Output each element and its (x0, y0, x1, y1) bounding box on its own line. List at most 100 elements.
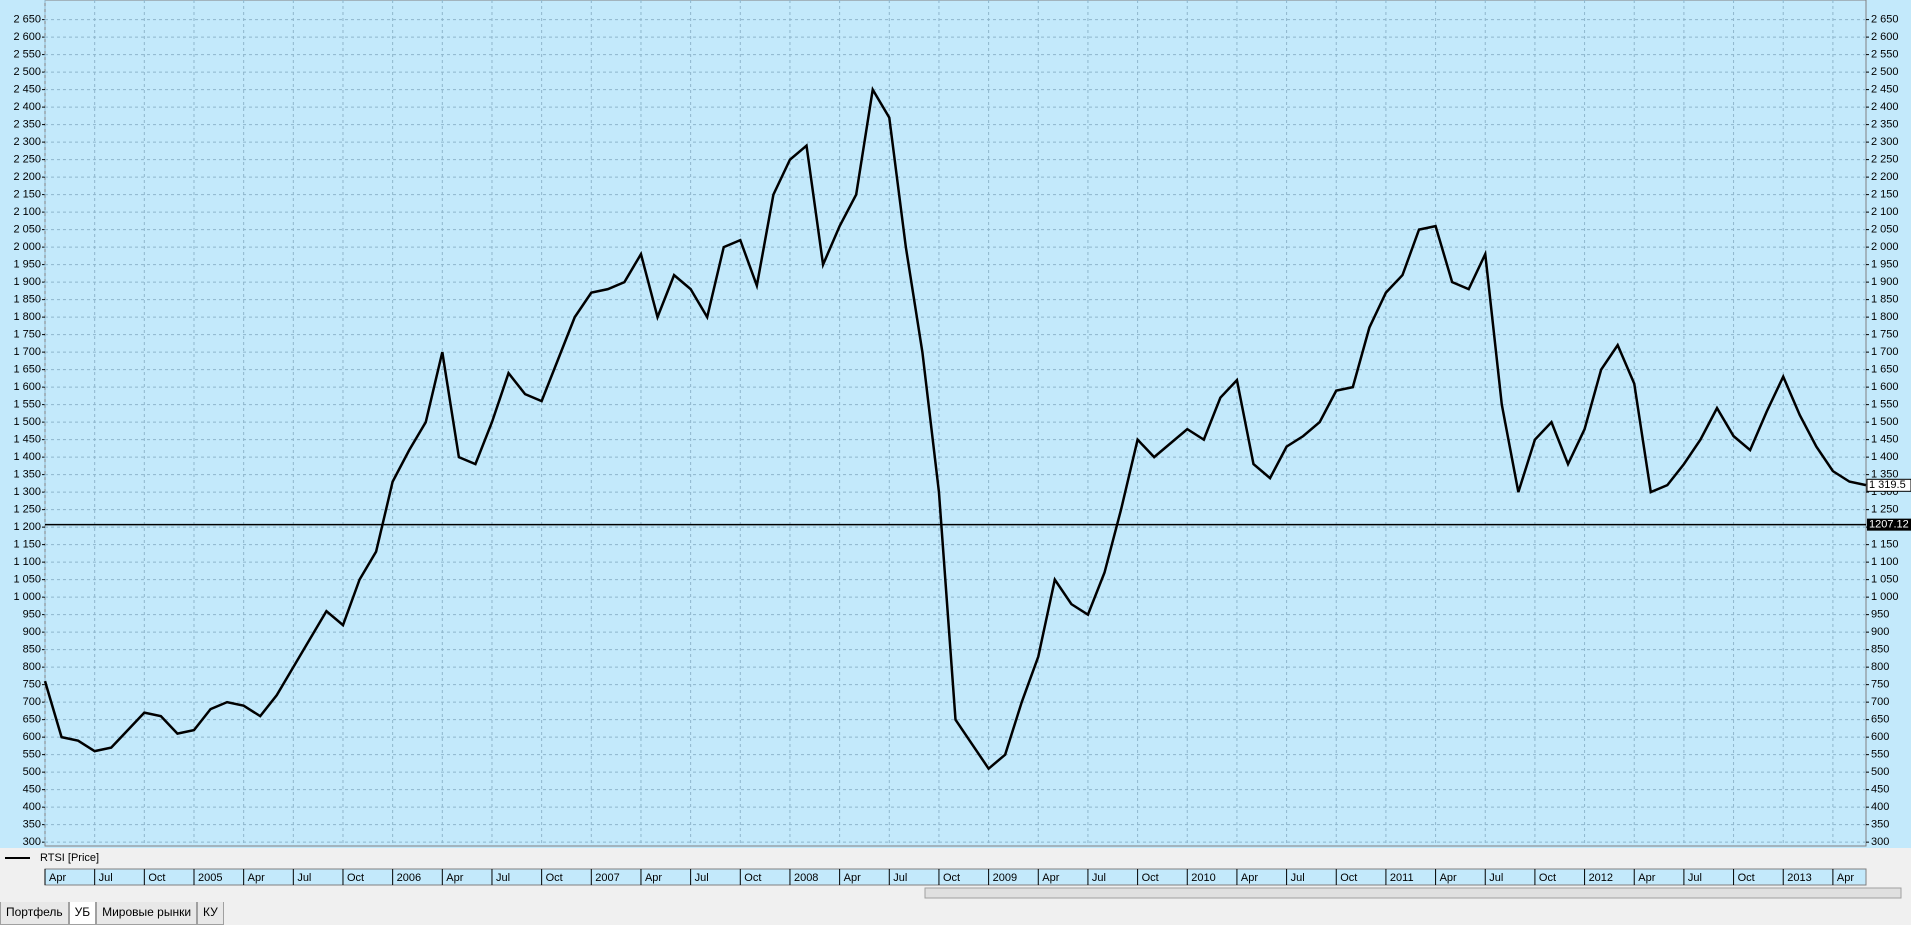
x-tick-label: Jul (297, 872, 311, 884)
scrollbar[interactable] (924, 887, 1902, 899)
y-tick-label: 1 050 (1871, 574, 1899, 586)
x-tick-label: Jul (1688, 872, 1702, 884)
y-tick-label: 1 600 (1871, 381, 1899, 393)
y-tick-label: 2 550 (1871, 49, 1899, 61)
y-tick-label: 1 500 (1871, 416, 1899, 428)
tab-bar: Портфель УБ Мировые рынки КУ (0, 902, 224, 925)
y-tick-label: 1 900 (1871, 276, 1899, 288)
x-tick-label: 2005 (198, 872, 222, 884)
y-tick-label: 1 650 (1871, 364, 1899, 376)
y-tick-label: 2 650 (13, 14, 41, 26)
y-tick-label: 650 (23, 714, 41, 726)
y-tick-label: 1 150 (1871, 539, 1899, 551)
x-tick-label: 2008 (794, 872, 818, 884)
y-tick-label: 2 100 (1871, 206, 1899, 218)
x-tick-label: Oct (1340, 872, 1357, 884)
y-tick-label: 1 500 (13, 416, 41, 428)
y-tick-label: 2 250 (1871, 154, 1899, 166)
x-tick-label: Apr (645, 872, 662, 884)
x-tick-label: 2010 (1191, 872, 1215, 884)
y-tick-label: 1 800 (1871, 311, 1899, 323)
x-tick-label: Jul (496, 872, 510, 884)
y-tick-label: 2 400 (1871, 101, 1899, 113)
y-tick-label: 1 350 (1871, 469, 1899, 481)
y-tick-label: 300 (23, 836, 41, 848)
y-tick-label: 1 250 (1871, 504, 1899, 516)
y-tick-label: 1 000 (1871, 591, 1899, 603)
y-tick-label: 950 (23, 609, 41, 621)
y-tick-label: 700 (23, 696, 41, 708)
x-tick-label: Apr (1241, 872, 1258, 884)
x-tick-label: Oct (546, 872, 563, 884)
y-tick-label: 750 (1871, 679, 1889, 691)
price-flag (1867, 518, 1911, 531)
y-tick-label: 2 300 (13, 136, 41, 148)
x-tick-label: 2013 (1787, 872, 1811, 884)
x-tick-label: Jul (1291, 872, 1305, 884)
y-tick-label: 2 100 (13, 206, 41, 218)
y-tick-label: 750 (23, 679, 41, 691)
y-tick-label: 450 (23, 784, 41, 796)
x-tick-label: Oct (1738, 872, 1755, 884)
y-tick-label: 600 (23, 731, 41, 743)
y-tick-label: 2 450 (1871, 84, 1899, 96)
y-tick-label: 1 350 (13, 469, 41, 481)
x-tick-label: 2012 (1589, 872, 1613, 884)
y-tick-label: 2 400 (13, 101, 41, 113)
y-tick-label: 300 (1871, 836, 1889, 848)
x-tick-label: 2006 (397, 872, 421, 884)
x-tick-label: Oct (1142, 872, 1159, 884)
y-tick-label: 1 700 (13, 346, 41, 358)
y-tick-label: 2 600 (1871, 31, 1899, 43)
x-tick-label: Oct (943, 872, 960, 884)
price-flag-label: 1 319.5 (1869, 479, 1906, 491)
x-tick-label: 2009 (993, 872, 1017, 884)
y-tick-label: 650 (1871, 714, 1889, 726)
x-tick-label: Jul (695, 872, 709, 884)
y-tick-label: 1 100 (13, 556, 41, 568)
y-tick-label: 550 (1871, 749, 1889, 761)
y-tick-label: 600 (1871, 731, 1889, 743)
y-tick-label: 2 350 (13, 119, 41, 131)
y-tick-label: 1 400 (13, 451, 41, 463)
y-tick-label: 400 (23, 801, 41, 813)
tab[interactable]: УБ (68, 902, 97, 925)
price-flag (1866, 478, 1911, 492)
x-tick-label: Oct (347, 872, 364, 884)
y-tick-label: 1 800 (13, 311, 41, 323)
tab[interactable]: КУ (197, 902, 224, 925)
y-tick-label: 2 500 (1871, 66, 1899, 78)
y-tick-label: 1 150 (13, 539, 41, 551)
y-tick-label: 2 250 (13, 154, 41, 166)
y-tick-label: 1 950 (13, 259, 41, 271)
y-tick-label: 2 000 (13, 241, 41, 253)
y-tick-label: 400 (1871, 801, 1889, 813)
y-tick-label: 1 200 (13, 521, 41, 533)
x-tick-label: Oct (744, 872, 761, 884)
y-tick-label: 1 650 (13, 364, 41, 376)
price-flag-label: 1207.12 (1869, 519, 1909, 531)
x-tick-label: Apr (49, 872, 66, 884)
y-tick-label: 1 100 (1871, 556, 1899, 568)
x-tick-label: 2011 (1390, 872, 1414, 884)
y-tick-label: 800 (1871, 661, 1889, 673)
y-tick-label: 1 850 (13, 294, 41, 306)
y-tick-label: 950 (1871, 609, 1889, 621)
x-tick-label: Oct (1539, 872, 1556, 884)
x-tick-label: Apr (1042, 872, 1059, 884)
y-tick-label: 2 200 (1871, 171, 1899, 183)
legend-entry: RTSI [Price] (40, 852, 99, 864)
y-tick-label: 2 650 (1871, 14, 1899, 26)
y-tick-label: 2 050 (13, 224, 41, 236)
price-line (43, 85, 1867, 771)
tab[interactable]: Мировые рынки (96, 902, 198, 925)
y-tick-label: 2 450 (13, 84, 41, 96)
y-tick-label: 350 (1871, 819, 1889, 831)
y-tick-label: 2 300 (1871, 136, 1899, 148)
y-tick-label: 2 050 (1871, 224, 1899, 236)
y-tick-label: 1 750 (1871, 329, 1899, 341)
y-tick-label: 1 950 (1871, 259, 1899, 271)
tab[interactable]: Портфель (0, 902, 69, 925)
x-tick-label: Jul (893, 872, 907, 884)
y-tick-label: 2 350 (1871, 119, 1899, 131)
